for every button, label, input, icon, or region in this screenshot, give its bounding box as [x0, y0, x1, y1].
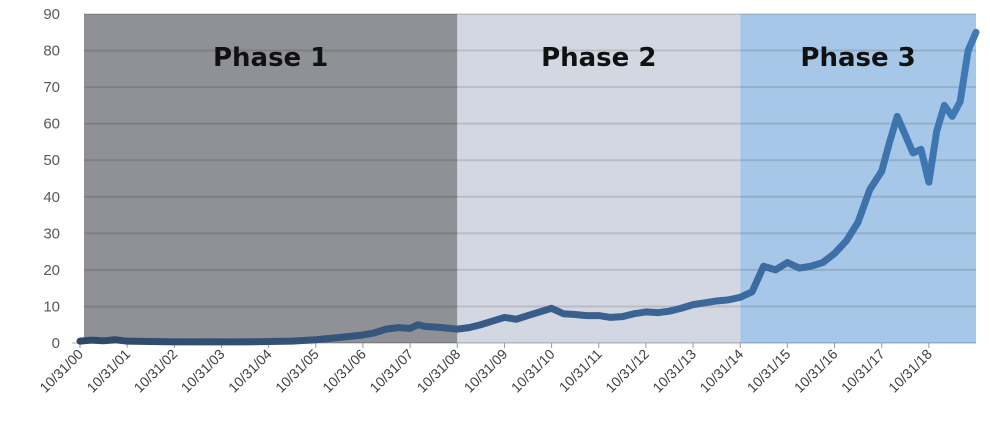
y-axis-ticks: 0 10 20 30 40 50 60 70 80 90 [43, 6, 60, 352]
x-tick-label: 10/31/03 [178, 346, 228, 396]
phase-labels: Phase 1 Phase 2 Phase 3 [213, 43, 916, 73]
series-line-path [76, 28, 980, 346]
x-tick-label: 10/31/14 [696, 346, 746, 396]
x-tick-label: 10/31/18 [885, 346, 935, 396]
x-tick-label: 10/31/10 [508, 346, 558, 396]
phase-label-1: Phase 1 [213, 43, 328, 73]
x-tick-label: 10/31/00 [36, 346, 86, 396]
y-tick-label: 30 [43, 225, 60, 242]
y-tick-label: 50 [43, 152, 60, 169]
x-tick-label: 10/31/13 [649, 346, 699, 396]
y-tick-label: 80 [43, 43, 60, 60]
phase-band-1 [84, 14, 458, 343]
y-tick-label: 20 [43, 262, 60, 279]
x-tick-label: 10/31/17 [838, 346, 888, 396]
y-tick-label: 40 [43, 189, 60, 206]
x-tick-label: 10/31/06 [319, 346, 369, 396]
x-tick-label: 10/31/08 [414, 346, 464, 396]
x-tick-label: 10/31/05 [272, 346, 322, 396]
x-tick-label: 10/31/04 [225, 346, 275, 396]
x-tick-label: 10/31/02 [131, 346, 181, 396]
phase-label-2: Phase 2 [541, 43, 656, 73]
x-tick-label: 10/31/01 [83, 346, 133, 396]
x-tick-label: 10/31/11 [556, 346, 605, 395]
y-tick-label: 60 [43, 116, 60, 133]
x-tick-label: 10/31/15 [744, 346, 794, 396]
x-tick-label: 10/31/09 [461, 346, 511, 396]
series-line [76, 28, 980, 346]
x-tick-label: 10/31/12 [602, 346, 652, 396]
phase-band-2 [457, 14, 741, 343]
y-tick-label: 90 [43, 6, 60, 23]
x-tick-label: 10/31/16 [791, 346, 841, 396]
phase-backgrounds [84, 14, 976, 343]
x-tick-label: 10/31/07 [366, 346, 416, 396]
y-tick-label: 70 [43, 79, 60, 96]
y-tick-label: 0 [52, 335, 60, 352]
phase-label-3: Phase 3 [800, 43, 915, 73]
y-tick-label: 10 [43, 298, 60, 315]
x-axis-ticks: 10/31/0010/31/0110/31/0210/31/0310/31/04… [36, 343, 935, 396]
phase-band-3 [740, 14, 976, 343]
